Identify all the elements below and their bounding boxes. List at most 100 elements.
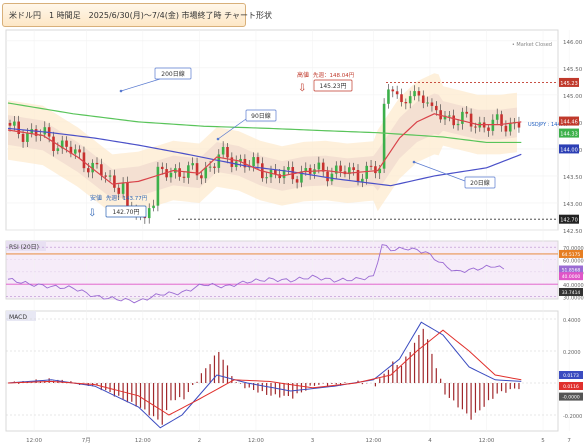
candle-body bbox=[239, 158, 242, 162]
candle-body bbox=[226, 147, 229, 158]
candle-body bbox=[361, 178, 364, 182]
ma-line bbox=[7, 127, 522, 187]
macd-tag-signal-bg bbox=[559, 382, 583, 390]
candle-body bbox=[100, 164, 103, 176]
label-90-leader bbox=[217, 118, 247, 140]
macd-y-tick: 0.4000 bbox=[563, 318, 581, 324]
candle-body bbox=[252, 157, 255, 166]
candle-body bbox=[82, 152, 86, 169]
x-tick-label: 12:00 bbox=[365, 438, 381, 444]
price-tag-blue-bg bbox=[559, 144, 579, 154]
candle-body bbox=[387, 89, 390, 104]
candle-body bbox=[104, 175, 107, 177]
candle-body bbox=[91, 162, 94, 173]
price-tag-top: 145.23 bbox=[560, 81, 578, 87]
y-tick-label: 145.00 bbox=[563, 94, 583, 100]
candle-body bbox=[265, 177, 268, 179]
bollinger-inner-band bbox=[8, 93, 517, 199]
macd-y-tick: -0.2000 bbox=[563, 414, 582, 420]
macd-y-tick: 0.2000 bbox=[563, 350, 581, 356]
candle-body bbox=[474, 126, 477, 128]
candle-body bbox=[147, 208, 151, 219]
candle-body bbox=[326, 171, 329, 182]
macd-tag-zero: -0.0000 bbox=[562, 395, 580, 401]
x-tick-label: 12:00 bbox=[479, 438, 495, 444]
label-20-dot bbox=[412, 160, 416, 164]
candle-body bbox=[217, 154, 221, 168]
rsi-tag-mid1: 51.8568 bbox=[562, 268, 581, 274]
candle-body bbox=[404, 102, 408, 104]
candle-body bbox=[417, 91, 421, 96]
low-label: 安値 bbox=[90, 194, 102, 202]
candle-body bbox=[461, 111, 464, 124]
candle-body bbox=[56, 148, 60, 151]
candle-body bbox=[87, 168, 90, 173]
low-value: 142.70円 bbox=[113, 209, 140, 216]
candle-body bbox=[330, 173, 334, 182]
candle-body bbox=[126, 182, 129, 206]
high-value: 145.23円 bbox=[320, 83, 347, 90]
macd-title: MACD bbox=[9, 314, 27, 321]
rsi-tag-top-bg bbox=[559, 249, 583, 258]
candle-body bbox=[278, 174, 281, 179]
candle-body bbox=[43, 127, 47, 135]
candle-body bbox=[382, 103, 386, 169]
candle-body bbox=[391, 89, 395, 92]
candle-body bbox=[300, 171, 303, 183]
macd-tag-macd-bg bbox=[559, 371, 583, 379]
candle-body bbox=[282, 169, 286, 179]
candle-body bbox=[408, 96, 412, 104]
candle-body bbox=[495, 114, 499, 120]
rsi-y-tick: 40.0000 bbox=[563, 283, 584, 289]
label-90: 90日線 bbox=[251, 112, 271, 120]
candle-body bbox=[517, 121, 521, 128]
candle-body bbox=[8, 122, 12, 126]
candle-body bbox=[291, 166, 295, 180]
candle-body bbox=[108, 175, 112, 177]
price-tag-red: 144.46 bbox=[560, 120, 578, 126]
candle-body bbox=[413, 91, 416, 97]
candle-body bbox=[334, 165, 338, 174]
macd-tag-macd: 0.0173 bbox=[563, 373, 579, 379]
candle-body bbox=[121, 182, 125, 194]
x-tick-label: 4 bbox=[428, 438, 432, 444]
candle-body bbox=[287, 166, 290, 170]
high-label: 高値 bbox=[297, 71, 309, 79]
candle-body bbox=[17, 121, 20, 134]
candle-body bbox=[456, 123, 460, 126]
market-closed-label: • Market Closed bbox=[512, 42, 552, 48]
label-200: 200日線 bbox=[161, 70, 184, 78]
low-arrow-icon: ⇩ bbox=[88, 208, 96, 219]
candle-body bbox=[182, 176, 186, 178]
y-tick-label: 146.00 bbox=[563, 40, 583, 46]
rsi-tag-bottom: 33.7414 bbox=[562, 290, 581, 296]
label-90-box bbox=[245, 109, 277, 122]
label-200-dot bbox=[119, 89, 123, 93]
candle-body bbox=[348, 167, 351, 175]
candle-body bbox=[52, 136, 55, 151]
candle-body bbox=[339, 165, 342, 172]
x-tick-label: 7 bbox=[567, 438, 571, 444]
price-tag-blue: 144.00 bbox=[560, 147, 578, 153]
ma-line bbox=[7, 113, 522, 185]
y-tick-label: 143.00 bbox=[563, 202, 583, 208]
high-arrow-icon: ⇩ bbox=[298, 83, 306, 94]
candle-body bbox=[73, 149, 77, 154]
label-20-leader bbox=[413, 161, 466, 182]
candle-body bbox=[395, 91, 399, 95]
candle-body bbox=[213, 166, 216, 168]
candle-body bbox=[487, 127, 490, 131]
candle-body bbox=[426, 102, 429, 104]
macd-panel bbox=[5, 310, 559, 432]
price-tag-top-bg bbox=[559, 77, 579, 87]
candle-body bbox=[78, 149, 81, 153]
label-200-box bbox=[154, 67, 192, 80]
label-200-leader bbox=[120, 78, 161, 92]
x-tick-label: 12:00 bbox=[248, 438, 264, 444]
price-tag-bottom: 142.70 bbox=[560, 218, 578, 224]
price-tag-bottom-bg bbox=[559, 214, 579, 224]
y-tick-label: 145.50 bbox=[563, 67, 583, 73]
x-tick-label: 2 bbox=[198, 438, 202, 444]
candle-body bbox=[356, 169, 360, 182]
